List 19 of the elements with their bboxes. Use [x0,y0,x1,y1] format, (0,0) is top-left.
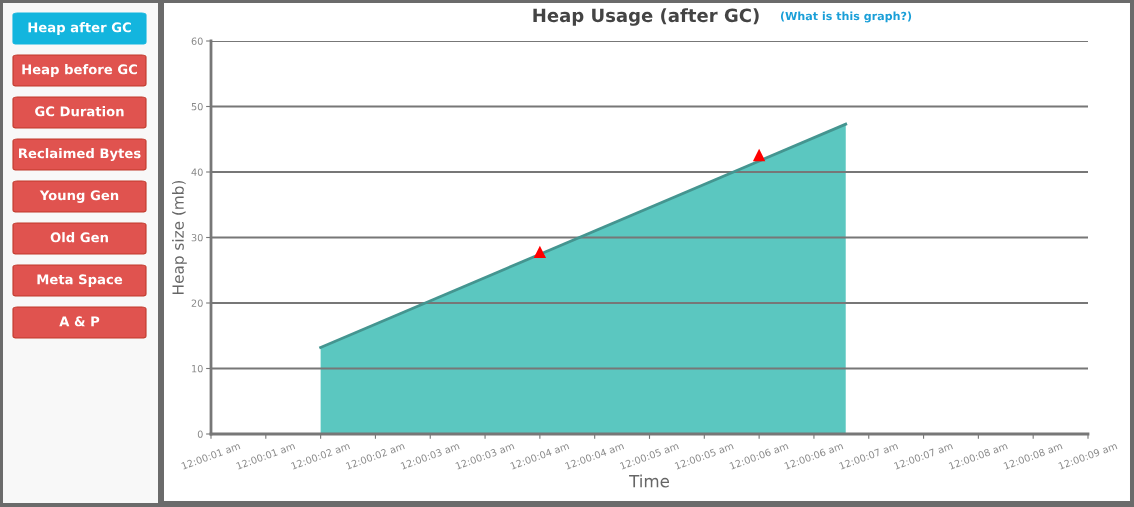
text: Young Gen [39,190,119,203]
text: Reclaimed Bytes [19,148,141,161]
y-axis-title: Heap size (mb) [172,180,187,294]
chart-title: Heap Usage (after GC) [533,8,759,26]
y-tick-label: 10 [192,364,203,373]
text: GC Duration [35,106,124,117]
text: (What is this graph?) [780,11,912,23]
x-axis-title: Time [629,474,669,488]
y-tick-label: 20 [191,299,203,307]
text: Heap before GC [22,64,137,77]
text: A & P [59,316,100,327]
y-tick-label: 60 [191,37,203,45]
text: Meta Space [37,274,123,287]
text: Heap after GC [28,22,131,35]
y-tick-label: 40 [191,168,203,176]
text: Old Gen [50,232,108,243]
y-tick-label: 50 [191,102,203,111]
y-tick-label: 30 [191,233,203,242]
y-tick-label: 0 [197,430,203,438]
